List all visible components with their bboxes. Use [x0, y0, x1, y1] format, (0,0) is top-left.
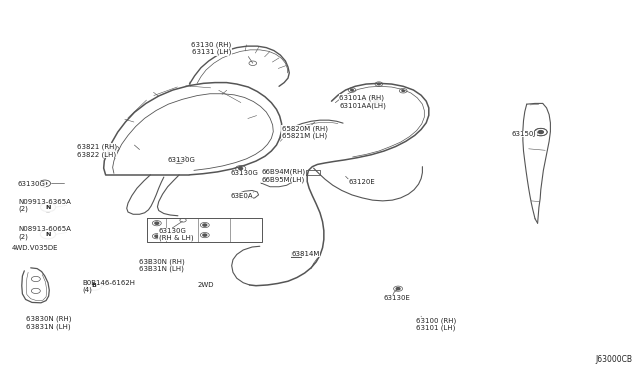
- Text: 63B30N (RH)
63B31N (LH): 63B30N (RH) 63B31N (LH): [139, 258, 184, 272]
- Text: 63101A (RH)
63101AA(LH): 63101A (RH) 63101AA(LH): [339, 94, 386, 109]
- Circle shape: [396, 288, 400, 290]
- Text: 66B94M(RH)
66B95M(LH): 66B94M(RH) 66B95M(LH): [261, 169, 305, 183]
- Circle shape: [351, 89, 353, 91]
- Circle shape: [203, 224, 207, 226]
- Text: 63814M: 63814M: [291, 251, 319, 257]
- Circle shape: [402, 90, 404, 92]
- Text: 63830N (RH)
63831N (LH): 63830N (RH) 63831N (LH): [26, 315, 71, 330]
- Circle shape: [538, 131, 543, 134]
- Text: 63130G
(RH & LH): 63130G (RH & LH): [159, 228, 193, 241]
- Text: B0B146-6162H
(4): B0B146-6162H (4): [82, 280, 135, 293]
- Circle shape: [374, 100, 379, 103]
- Circle shape: [239, 167, 243, 170]
- Circle shape: [155, 222, 159, 224]
- Circle shape: [378, 83, 380, 85]
- Text: 63130G: 63130G: [230, 170, 259, 176]
- Text: 2WD: 2WD: [197, 282, 214, 288]
- Text: N08913-6065A
(2): N08913-6065A (2): [18, 227, 71, 240]
- Circle shape: [177, 160, 181, 162]
- Text: 63821 (RH)
63822 (LH): 63821 (RH) 63822 (LH): [77, 144, 117, 158]
- Text: N: N: [45, 232, 51, 237]
- Text: J63000CB: J63000CB: [595, 355, 632, 364]
- Circle shape: [112, 148, 116, 150]
- Text: 4WD.V035DE: 4WD.V035DE: [12, 245, 58, 251]
- Text: 63130E: 63130E: [384, 295, 411, 301]
- Text: 63130 (RH)
63131 (LH): 63130 (RH) 63131 (LH): [191, 41, 231, 55]
- Text: 65820M (RH)
65821M (LH): 65820M (RH) 65821M (LH): [282, 125, 328, 139]
- Text: 63100 (RH)
63101 (LH): 63100 (RH) 63101 (LH): [416, 317, 456, 331]
- Circle shape: [147, 261, 150, 263]
- Circle shape: [43, 182, 47, 185]
- Text: 63E0A: 63E0A: [230, 193, 253, 199]
- Text: B: B: [92, 283, 97, 288]
- Text: 63120E: 63120E: [349, 179, 376, 185]
- Text: N: N: [45, 205, 51, 210]
- Text: 63130G: 63130G: [18, 181, 46, 187]
- Circle shape: [203, 234, 207, 236]
- Circle shape: [155, 235, 159, 237]
- Text: N09913-6365A
(2): N09913-6365A (2): [18, 199, 71, 212]
- Text: 63150J: 63150J: [512, 131, 536, 137]
- Text: 63130G: 63130G: [168, 157, 196, 163]
